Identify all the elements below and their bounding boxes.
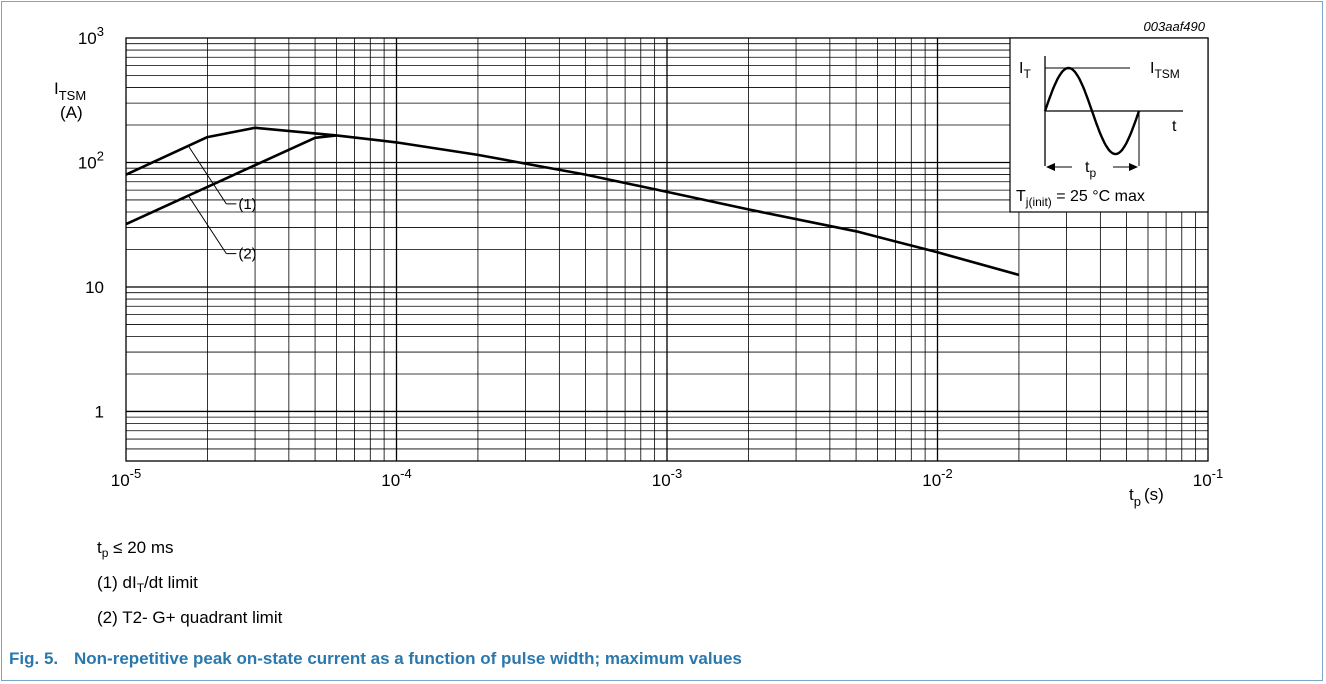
grid [125, 37, 1209, 462]
figure-id: 003aaf490 [1144, 19, 1206, 34]
x-axis-label: tp (s) [1129, 485, 1164, 509]
x-tick-label: 10-4 [381, 466, 411, 490]
x-tick-label: 10-3 [652, 466, 682, 490]
annotation-leader [187, 195, 227, 254]
series-lines [125, 126, 1020, 277]
series-annotations: (1) (2) [187, 145, 257, 263]
inset-box [1009, 37, 1209, 213]
annotation-label: (1) [238, 196, 256, 213]
y-tick-label: 102 [78, 148, 104, 172]
x-tick-label: 10-2 [922, 466, 952, 490]
inset-label-t: t [1172, 118, 1177, 135]
inset-label-it: IT [1019, 60, 1031, 81]
series-line-2 [125, 134, 337, 226]
y-tick-label: 1 [95, 402, 104, 421]
y-axis-label-main: I [54, 79, 59, 98]
figure-caption: Fig. 5. Non-repetitive peak on-state curr… [9, 649, 742, 669]
y-axis-label: ITSM [54, 79, 86, 103]
x-axis-label-sub: p [1134, 494, 1141, 509]
inset-condition: Tj(init) = 25 °C max [1016, 188, 1145, 209]
pulse-width-note: tp ≤ 20 ms [97, 538, 174, 560]
annotation-leader [187, 145, 227, 205]
x-tick-label: 10-5 [111, 466, 141, 490]
inset-arrowhead-right [1129, 163, 1138, 171]
inset-sine-wave [1043, 66, 1141, 156]
note-quadrant-limit: (2) T2- G+ quadrant limit [97, 608, 283, 627]
figure-caption-text: Non-repetitive peak on-state current as … [74, 649, 742, 668]
note-dit-limit: (1) dIT/dt limit [97, 573, 198, 595]
x-axis-label-unit: (s) [1144, 485, 1164, 504]
inset-label-tp: tp [1085, 159, 1096, 180]
x-axis-label-main: t [1129, 485, 1134, 504]
inset-arrowhead-left [1046, 163, 1055, 171]
figure-number: Fig. 5. [9, 649, 59, 668]
y-axis-unit: (A) [60, 103, 83, 122]
y-tick-label: 103 [78, 24, 104, 48]
series-line-1 [125, 126, 337, 176]
x-tick-label: 10-1 [1193, 466, 1223, 490]
inset-label-itsm: ITSM [1150, 60, 1180, 81]
series-line-3 [336, 134, 1020, 277]
annotation-label: (2) [238, 246, 256, 263]
y-tick-label: 10 [85, 278, 104, 297]
inset-diagram: IT ITSM t tp Tj(init) = 25 °C max [1009, 37, 1209, 213]
y-axis-label-sub: TSM [59, 88, 86, 103]
